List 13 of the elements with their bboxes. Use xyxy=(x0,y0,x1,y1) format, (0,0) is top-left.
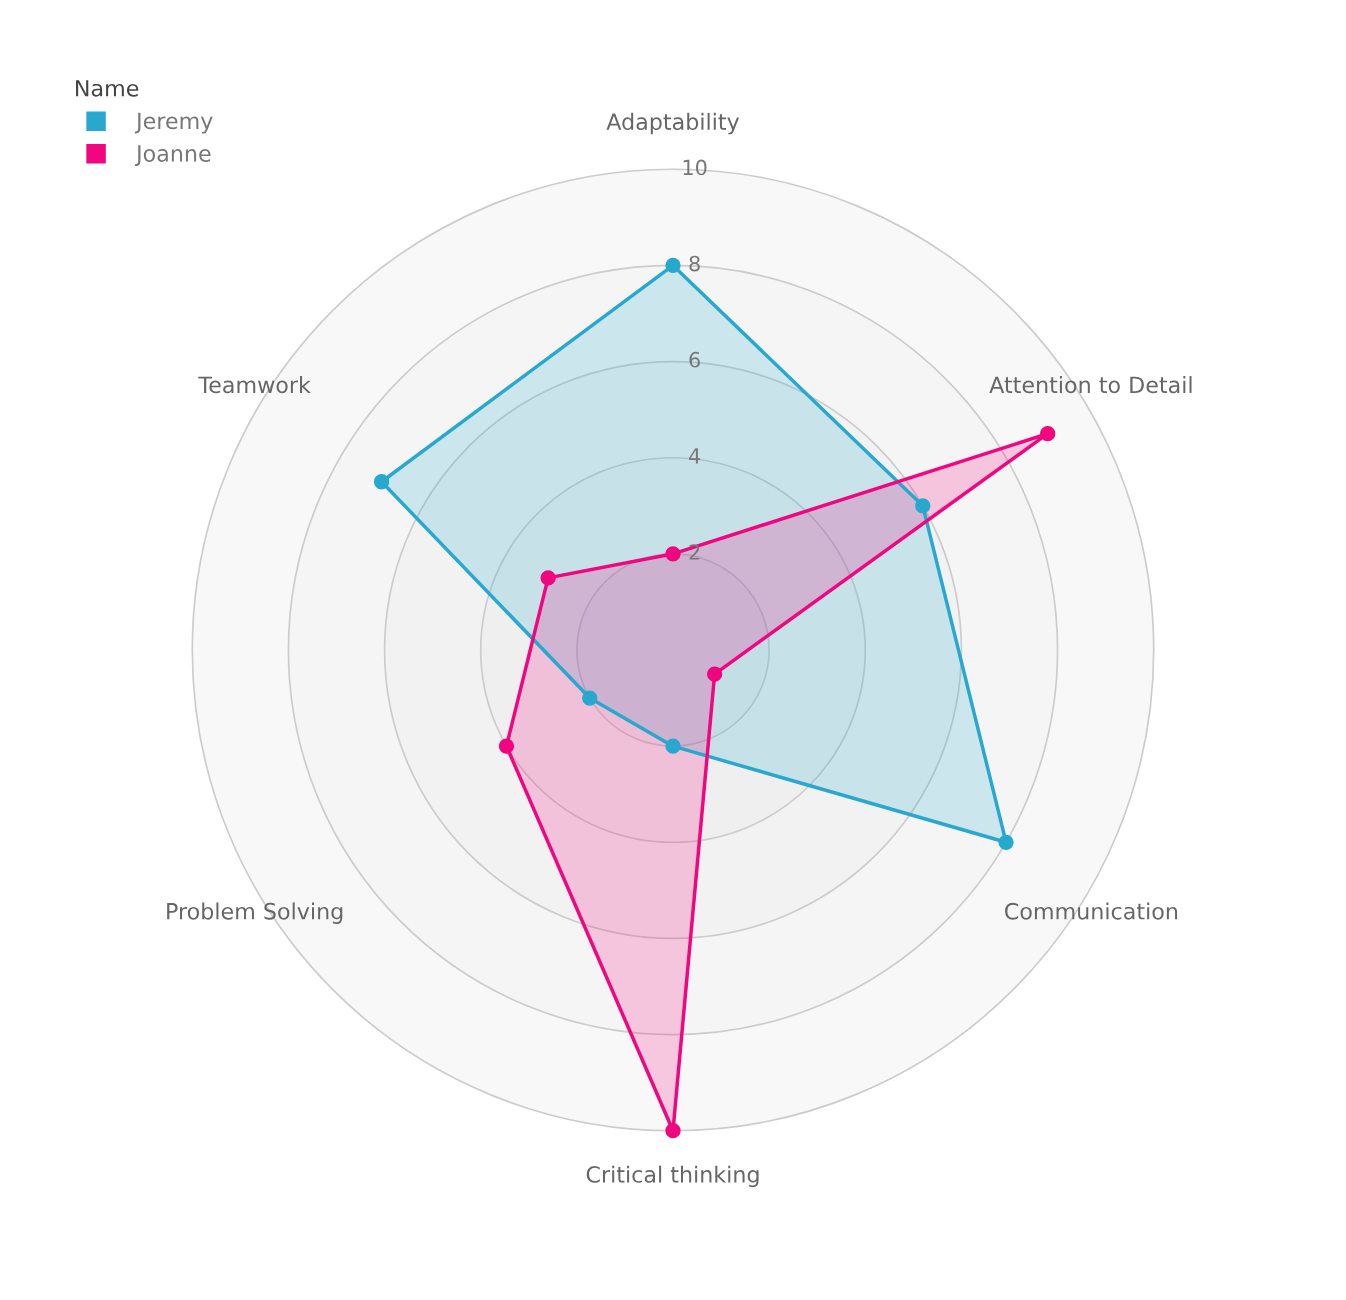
y-tick-label: 8 xyxy=(689,255,700,272)
y-tick-label: 10 xyxy=(683,159,707,176)
spoke-label: Communication xyxy=(1005,902,1178,920)
legend-label: Jeremy xyxy=(134,112,213,134)
legend-label: Joanne xyxy=(134,145,211,167)
y-tick-label: 6 xyxy=(689,351,700,368)
spoke-label: Critical thinking xyxy=(586,1165,759,1188)
legend-title: Name xyxy=(76,80,139,97)
spoke-label: Teamwork xyxy=(198,376,311,394)
y-tick-label: 4 xyxy=(689,448,701,464)
spoke-label: Problem Solving xyxy=(167,902,343,924)
spoke-label: Attention to Detail xyxy=(989,376,1192,394)
spoke-label: Adaptability xyxy=(606,112,740,135)
